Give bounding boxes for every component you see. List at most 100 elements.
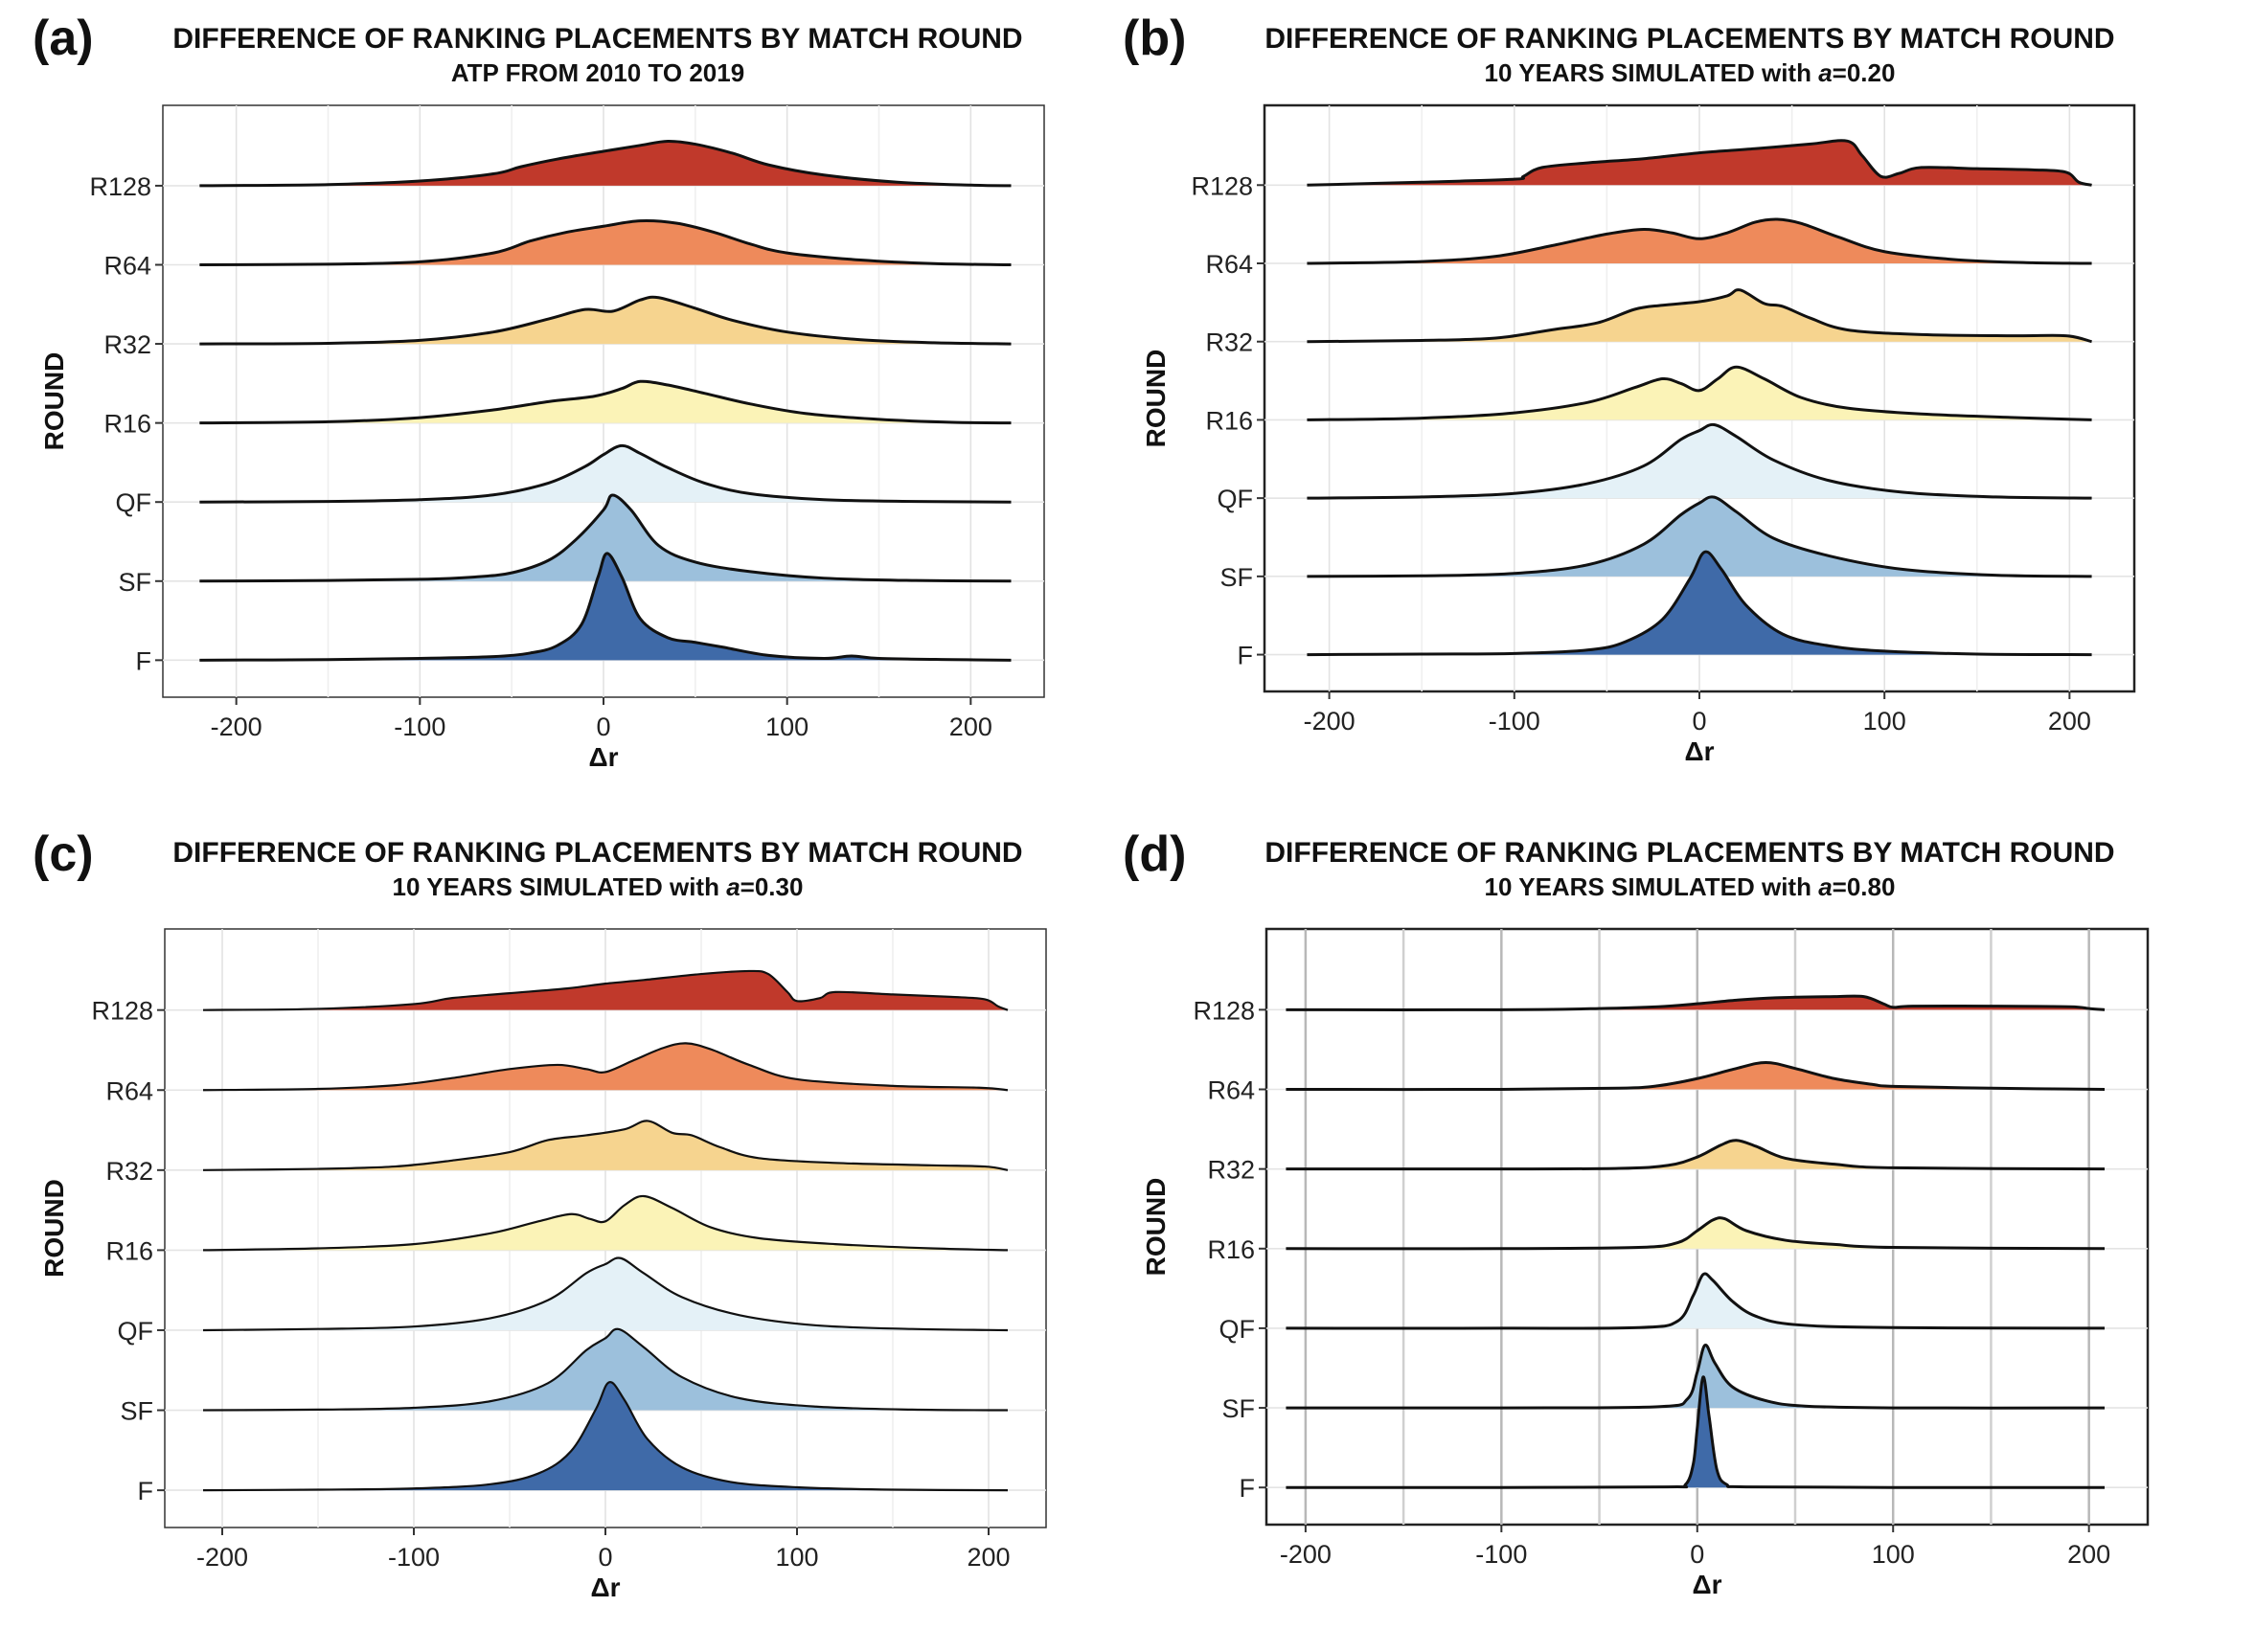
ridge-fill-qf	[203, 1257, 1008, 1330]
y-tick-label: R16	[103, 410, 151, 439]
y-tick-label: F	[1240, 1474, 1256, 1503]
y-tick-label: R64	[1205, 250, 1253, 279]
ridge-fill-qf	[199, 445, 1012, 503]
y-tick-label: SF	[118, 568, 151, 597]
ridge-fill-sf	[199, 494, 1012, 581]
x-axis-label: Δr	[590, 1573, 620, 1602]
x-tick-label: 200	[2067, 1540, 2110, 1569]
ridge-fill-qf	[1307, 424, 2092, 499]
ridge-line-r128	[202, 969, 1009, 1011]
ridge-line-r64	[202, 1042, 1009, 1092]
x-tick-label: -100	[1475, 1540, 1527, 1569]
panel-subtitle-param: a	[1818, 871, 1833, 901]
ridge-line-r16	[202, 1194, 1009, 1252]
ridge-fill-r64	[1286, 1062, 2106, 1090]
y-tick-label: F	[136, 646, 152, 675]
ridge-fill-f	[203, 1382, 1008, 1491]
ridge-fill-qf	[1286, 1274, 2106, 1329]
ridge-fill-r128	[1307, 140, 2092, 186]
ridgeline-chart: R128 R64 R32 R16 QF SF F -200 -100 0 100 200 Δr ROUND	[39, 928, 1047, 1602]
x-tick-label: 100	[1863, 707, 1906, 735]
x-tick-label: 100	[765, 713, 809, 741]
ridge-line-sf	[199, 493, 1012, 583]
panel-title-block: DIFFERENCE OF RANKING PLACEMENTS BY MATC…	[1249, 835, 2130, 902]
y-tick-label: SF	[1221, 1394, 1255, 1423]
panel-subtitle-value: =0.80	[1832, 871, 1896, 901]
ridge-line-qf	[1307, 422, 2092, 500]
ridge-line-f	[1307, 550, 2092, 657]
y-tick-label: R128	[91, 997, 153, 1026]
y-axis-label: ROUND	[1141, 350, 1171, 448]
ridge-line-f	[199, 552, 1012, 662]
x-tick-label: 0	[1690, 1540, 1704, 1569]
panel-subtitle: 10 YEARS SIMULATED with a=0.20	[1249, 57, 2130, 89]
y-tick-label: QF	[1219, 1315, 1256, 1344]
x-tick-label: 0	[1692, 707, 1706, 735]
panel-subtitle-text: 10 YEARS SIMULATED with	[392, 871, 727, 901]
ridge-fill-r128	[203, 970, 1008, 1010]
y-tick-label: R16	[1207, 1235, 1255, 1264]
x-tick-label: 200	[949, 713, 992, 741]
x-tick-label: -200	[196, 1543, 248, 1572]
ridge-line-r32	[1307, 288, 2092, 344]
x-tick-label: -200	[1280, 1540, 1332, 1569]
y-tick-label: F	[138, 1477, 154, 1505]
ridge-line-qf	[199, 443, 1012, 504]
x-axis-label: Δr	[1692, 1570, 1721, 1599]
panel-title-block: DIFFERENCE OF RANKING PLACEMENTS BY MATC…	[157, 835, 1038, 902]
x-tick-label: 200	[2048, 707, 2091, 735]
panel-letter: (d)	[1123, 826, 1187, 882]
y-tick-label: QF	[1218, 485, 1254, 513]
ridge-line-r16	[1307, 365, 2092, 421]
x-tick-label: -100	[388, 1543, 440, 1572]
ridge-line-r64	[1286, 1060, 2106, 1092]
ridge-fill-r32	[1307, 289, 2092, 342]
ridge-line-r128	[199, 139, 1012, 188]
ridge-line-r64	[199, 219, 1012, 266]
ridge-fill-r16	[199, 381, 1012, 423]
x-tick-label: 0	[596, 713, 610, 741]
panel-subtitle: 10 YEARS SIMULATED with a=0.80	[1249, 871, 2130, 903]
x-tick-label: -200	[211, 713, 262, 741]
x-tick-label: -100	[1489, 707, 1540, 735]
x-tick-label: 200	[967, 1543, 1010, 1572]
panel-title: DIFFERENCE OF RANKING PLACEMENTS BY MATC…	[172, 837, 1023, 869]
ridge-line-qf	[202, 1256, 1009, 1332]
ridge-fill-r32	[1286, 1140, 2106, 1169]
y-axis-label: ROUND	[1141, 1178, 1171, 1277]
ridge-fill-sf	[203, 1328, 1008, 1411]
panel-title: DIFFERENCE OF RANKING PLACEMENTS BY MATC…	[1264, 837, 2115, 869]
panel-subtitle-text: ATP FROM 2010 TO 2019	[450, 57, 745, 87]
y-tick-label: R128	[1191, 171, 1253, 200]
panel-subtitle-param: a	[1818, 57, 1833, 87]
ridgeline-chart: R128 R64 R32 R16 QF SF F -200 -100 0 100 200 Δr ROUND	[1141, 927, 2150, 1599]
ridge-fill-f	[1307, 552, 2092, 655]
y-tick-label: R32	[105, 1157, 153, 1186]
panel-subtitle-value: =0.30	[740, 871, 804, 901]
ridge-line-r32	[1286, 1139, 2106, 1171]
ridge-fill-r16	[1307, 367, 2092, 420]
y-tick-label: R32	[1207, 1156, 1255, 1185]
y-tick-label: R64	[103, 252, 151, 281]
ridge-line-f	[1286, 1375, 2106, 1489]
ridge-fill-r64	[199, 220, 1012, 265]
ridge-line-sf	[1307, 495, 2092, 578]
ridge-fill-r16	[203, 1195, 1008, 1251]
y-axis-label: ROUND	[39, 1179, 69, 1278]
y-tick-label: F	[1238, 642, 1254, 670]
panel-title-block: DIFFERENCE OF RANKING PLACEMENTS BY MATC…	[1249, 21, 2130, 88]
ridge-line-r32	[202, 1120, 1009, 1171]
y-tick-label: R128	[1193, 996, 1255, 1025]
panel-subtitle: 10 YEARS SIMULATED with a=0.30	[157, 871, 1038, 903]
ridge-line-r128	[1286, 994, 2106, 1011]
ridge-fill-r128	[1286, 996, 2106, 1010]
x-tick-label: 100	[1872, 1540, 1915, 1569]
panel-subtitle-text: 10 YEARS SIMULATED with	[1484, 57, 1819, 87]
ridge-line-r32	[199, 295, 1012, 346]
y-axis-label: ROUND	[39, 352, 69, 451]
panel-letter: (c)	[33, 826, 94, 882]
ridge-fill-sf	[1307, 496, 2092, 577]
ridge-line-r64	[1307, 217, 2092, 265]
ridge-line-sf	[1286, 1344, 2106, 1410]
ridge-fill-f	[1286, 1376, 2106, 1488]
